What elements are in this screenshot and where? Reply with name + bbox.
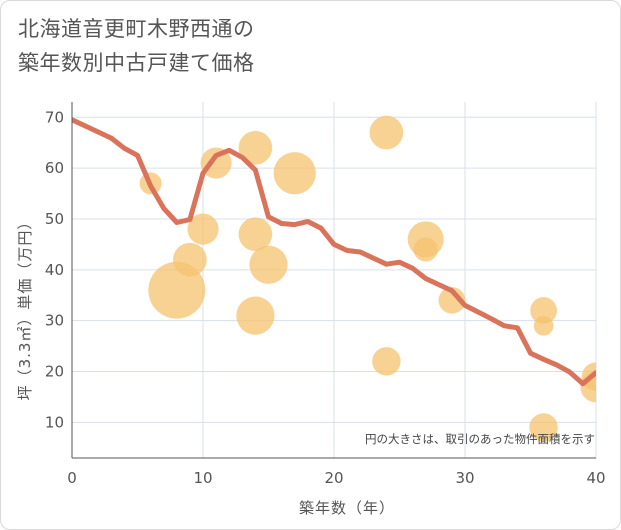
bubble-point — [529, 413, 558, 442]
bubble-point — [533, 315, 554, 336]
bubble-point — [273, 152, 316, 195]
chart-title-line-1: 北海道音更町木野西通の — [18, 17, 255, 41]
chart-title: 北海道音更町木野西通の 築年数別中古戸建て価格 — [18, 12, 255, 80]
y-tick-label: 50 — [45, 210, 64, 228]
bubble-point — [200, 147, 232, 179]
bubble-point — [372, 347, 401, 376]
chart-title-line-2: 築年数別中古戸建て価格 — [18, 51, 255, 75]
y-tick-label: 10 — [45, 413, 64, 431]
x-tick-label: 40 — [586, 469, 605, 487]
y-axis-label: 坪（3.3㎡）単価（万円） — [16, 214, 34, 401]
bubble-point — [187, 213, 219, 245]
y-tick-label: 30 — [45, 312, 64, 330]
x-axis-label: 築年数（年） — [299, 499, 395, 517]
bubble-point — [236, 296, 275, 335]
x-tick-label: 20 — [324, 469, 343, 487]
bubble-point — [530, 297, 557, 324]
y-tick-label: 20 — [45, 363, 64, 381]
average-price-line — [72, 117, 596, 387]
bubble-point — [238, 130, 273, 165]
y-tick-label: 70 — [45, 108, 64, 126]
bubble-point — [413, 237, 438, 262]
y-tick-label: 60 — [45, 159, 64, 177]
bubble-point — [438, 286, 466, 314]
bubble-point — [580, 371, 596, 403]
axis-layer: 10 20 30 40 50 60 70 0 10 20 30 40 — [45, 102, 606, 487]
y-tick-label: 40 — [45, 261, 64, 279]
line-layer — [72, 117, 596, 387]
bubble-point — [173, 242, 207, 277]
x-tick-label: 0 — [67, 469, 77, 487]
bubble-point — [238, 217, 273, 252]
x-tick-label: 10 — [193, 469, 212, 487]
bubble-point — [249, 245, 288, 284]
bubble-layer — [139, 115, 596, 442]
bubble-point — [369, 115, 404, 150]
size-legend-note: 円の大きさは、取引のあった物件面積を示す — [365, 432, 595, 446]
x-tick-label: 30 — [455, 469, 474, 487]
